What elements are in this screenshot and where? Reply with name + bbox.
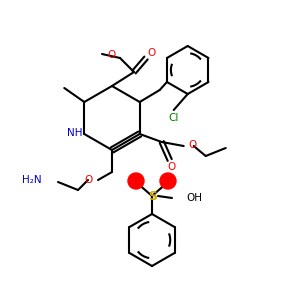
Circle shape [160,173,176,189]
Text: O: O [108,50,116,60]
Text: OH: OH [186,193,202,203]
Text: NH: NH [67,128,82,138]
Text: O: O [133,176,140,185]
Text: O: O [164,176,172,185]
Text: Cl: Cl [169,113,179,123]
Text: O: O [189,140,197,150]
Text: O: O [85,175,93,185]
Text: S: S [148,190,158,202]
Text: H₂N: H₂N [22,175,42,185]
Text: O: O [168,162,176,172]
Text: O: O [147,48,155,58]
Circle shape [128,173,144,189]
